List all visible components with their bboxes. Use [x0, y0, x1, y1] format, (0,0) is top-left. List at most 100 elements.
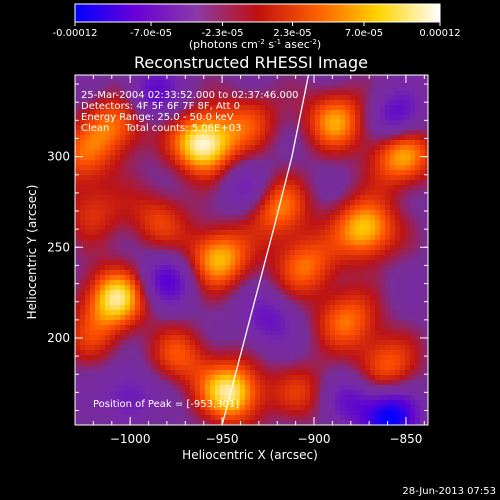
heatmap-cell [395, 400, 401, 406]
heatmap-cell [355, 300, 361, 306]
heatmap-cell [250, 405, 256, 411]
heatmap-cell [395, 365, 401, 371]
heatmap-cell [355, 415, 361, 421]
heatmap-cell [310, 280, 316, 286]
heatmap-cell [415, 250, 421, 256]
heatmap-cell [180, 420, 186, 425]
heatmap-cell [295, 115, 301, 121]
heatmap-cell [185, 210, 191, 216]
heatmap-cell [170, 235, 176, 241]
heatmap-cell [205, 210, 211, 216]
heatmap-cell [130, 115, 136, 121]
heatmap-cell [175, 330, 181, 336]
heatmap-cell [260, 190, 266, 196]
heatmap-cell [150, 205, 156, 211]
heatmap-cell [285, 300, 291, 306]
heatmap-cell [340, 210, 346, 216]
heatmap-cell [75, 165, 81, 171]
heatmap-cell [240, 175, 246, 181]
heatmap-cell [195, 265, 201, 271]
heatmap-cell [120, 375, 126, 381]
heatmap-cell [135, 240, 141, 246]
heatmap-cell [375, 180, 381, 186]
heatmap-cell [125, 325, 131, 331]
heatmap-cell [205, 175, 211, 181]
heatmap-cell [380, 165, 386, 171]
heatmap-cell [170, 100, 176, 106]
heatmap-cell [170, 190, 176, 196]
heatmap-cell [145, 300, 151, 306]
heatmap-cell [225, 195, 231, 201]
heatmap-cell [335, 245, 341, 251]
heatmap-cell [205, 240, 211, 246]
heatmap-cell [95, 295, 101, 301]
heatmap-cell [155, 115, 161, 121]
heatmap-cell [110, 305, 116, 311]
heatmap-cell [120, 175, 126, 181]
heatmap-cell [95, 345, 101, 351]
heatmap-cell [85, 365, 91, 371]
heatmap-cell [110, 315, 116, 321]
heatmap-cell [270, 220, 276, 226]
heatmap-cell [245, 195, 251, 201]
heatmap-cell [335, 240, 341, 246]
heatmap-cell [310, 180, 316, 186]
heatmap-cell [325, 215, 331, 221]
heatmap-cell [125, 165, 131, 171]
heatmap-cell [260, 405, 266, 411]
heatmap-cell [280, 400, 286, 406]
heatmap-cell [150, 170, 156, 176]
heatmap-cell [405, 200, 411, 206]
heatmap-cell [250, 115, 256, 121]
heatmap-cell [100, 310, 106, 316]
heatmap-cell [170, 390, 176, 396]
heatmap-cell [285, 245, 291, 251]
heatmap-cell [395, 300, 401, 306]
heatmap-cell [345, 255, 351, 261]
heatmap-cell [265, 340, 271, 346]
heatmap-cell [230, 375, 236, 381]
heatmap-cell [195, 75, 201, 81]
heatmap-cell [310, 190, 316, 196]
heatmap-cell [285, 115, 291, 121]
heatmap-cell [395, 335, 401, 341]
heatmap-cell [360, 420, 366, 425]
heatmap-cell [425, 135, 428, 141]
heatmap-cell [365, 335, 371, 341]
heatmap-cell [105, 325, 111, 331]
heatmap-cell [170, 405, 176, 411]
heatmap-cell [345, 395, 351, 401]
heatmap-cell [255, 400, 261, 406]
heatmap-cell [325, 315, 331, 321]
heatmap-cell [350, 90, 356, 96]
heatmap-cell [370, 120, 376, 126]
heatmap-cell [230, 100, 236, 106]
heatmap-cell [80, 400, 86, 406]
heatmap-cell [300, 95, 306, 101]
heatmap-cell [275, 230, 281, 236]
heatmap-cell [415, 140, 421, 146]
heatmap-cell [330, 330, 336, 336]
heatmap-cell [150, 400, 156, 406]
heatmap-cell [130, 95, 136, 101]
heatmap-cell [295, 75, 301, 81]
heatmap-cell [75, 80, 81, 86]
heatmap-cell [380, 150, 386, 156]
heatmap-cell [310, 250, 316, 256]
heatmap-cell [340, 245, 346, 251]
heatmap-cell [260, 240, 266, 246]
heatmap-cell [375, 320, 381, 326]
heatmap-cell [230, 340, 236, 346]
heatmap-cell [100, 395, 106, 401]
heatmap-cell [425, 100, 428, 106]
heatmap-cell [305, 120, 311, 126]
heatmap-cell [195, 315, 201, 321]
heatmap-cell [270, 215, 276, 221]
heatmap-cell [195, 235, 201, 241]
heatmap-cell [385, 140, 391, 146]
heatmap-cell [110, 335, 116, 341]
heatmap-cell [390, 85, 396, 91]
heatmap-cell [390, 300, 396, 306]
heatmap-cell [95, 225, 101, 231]
heatmap-cell [195, 205, 201, 211]
